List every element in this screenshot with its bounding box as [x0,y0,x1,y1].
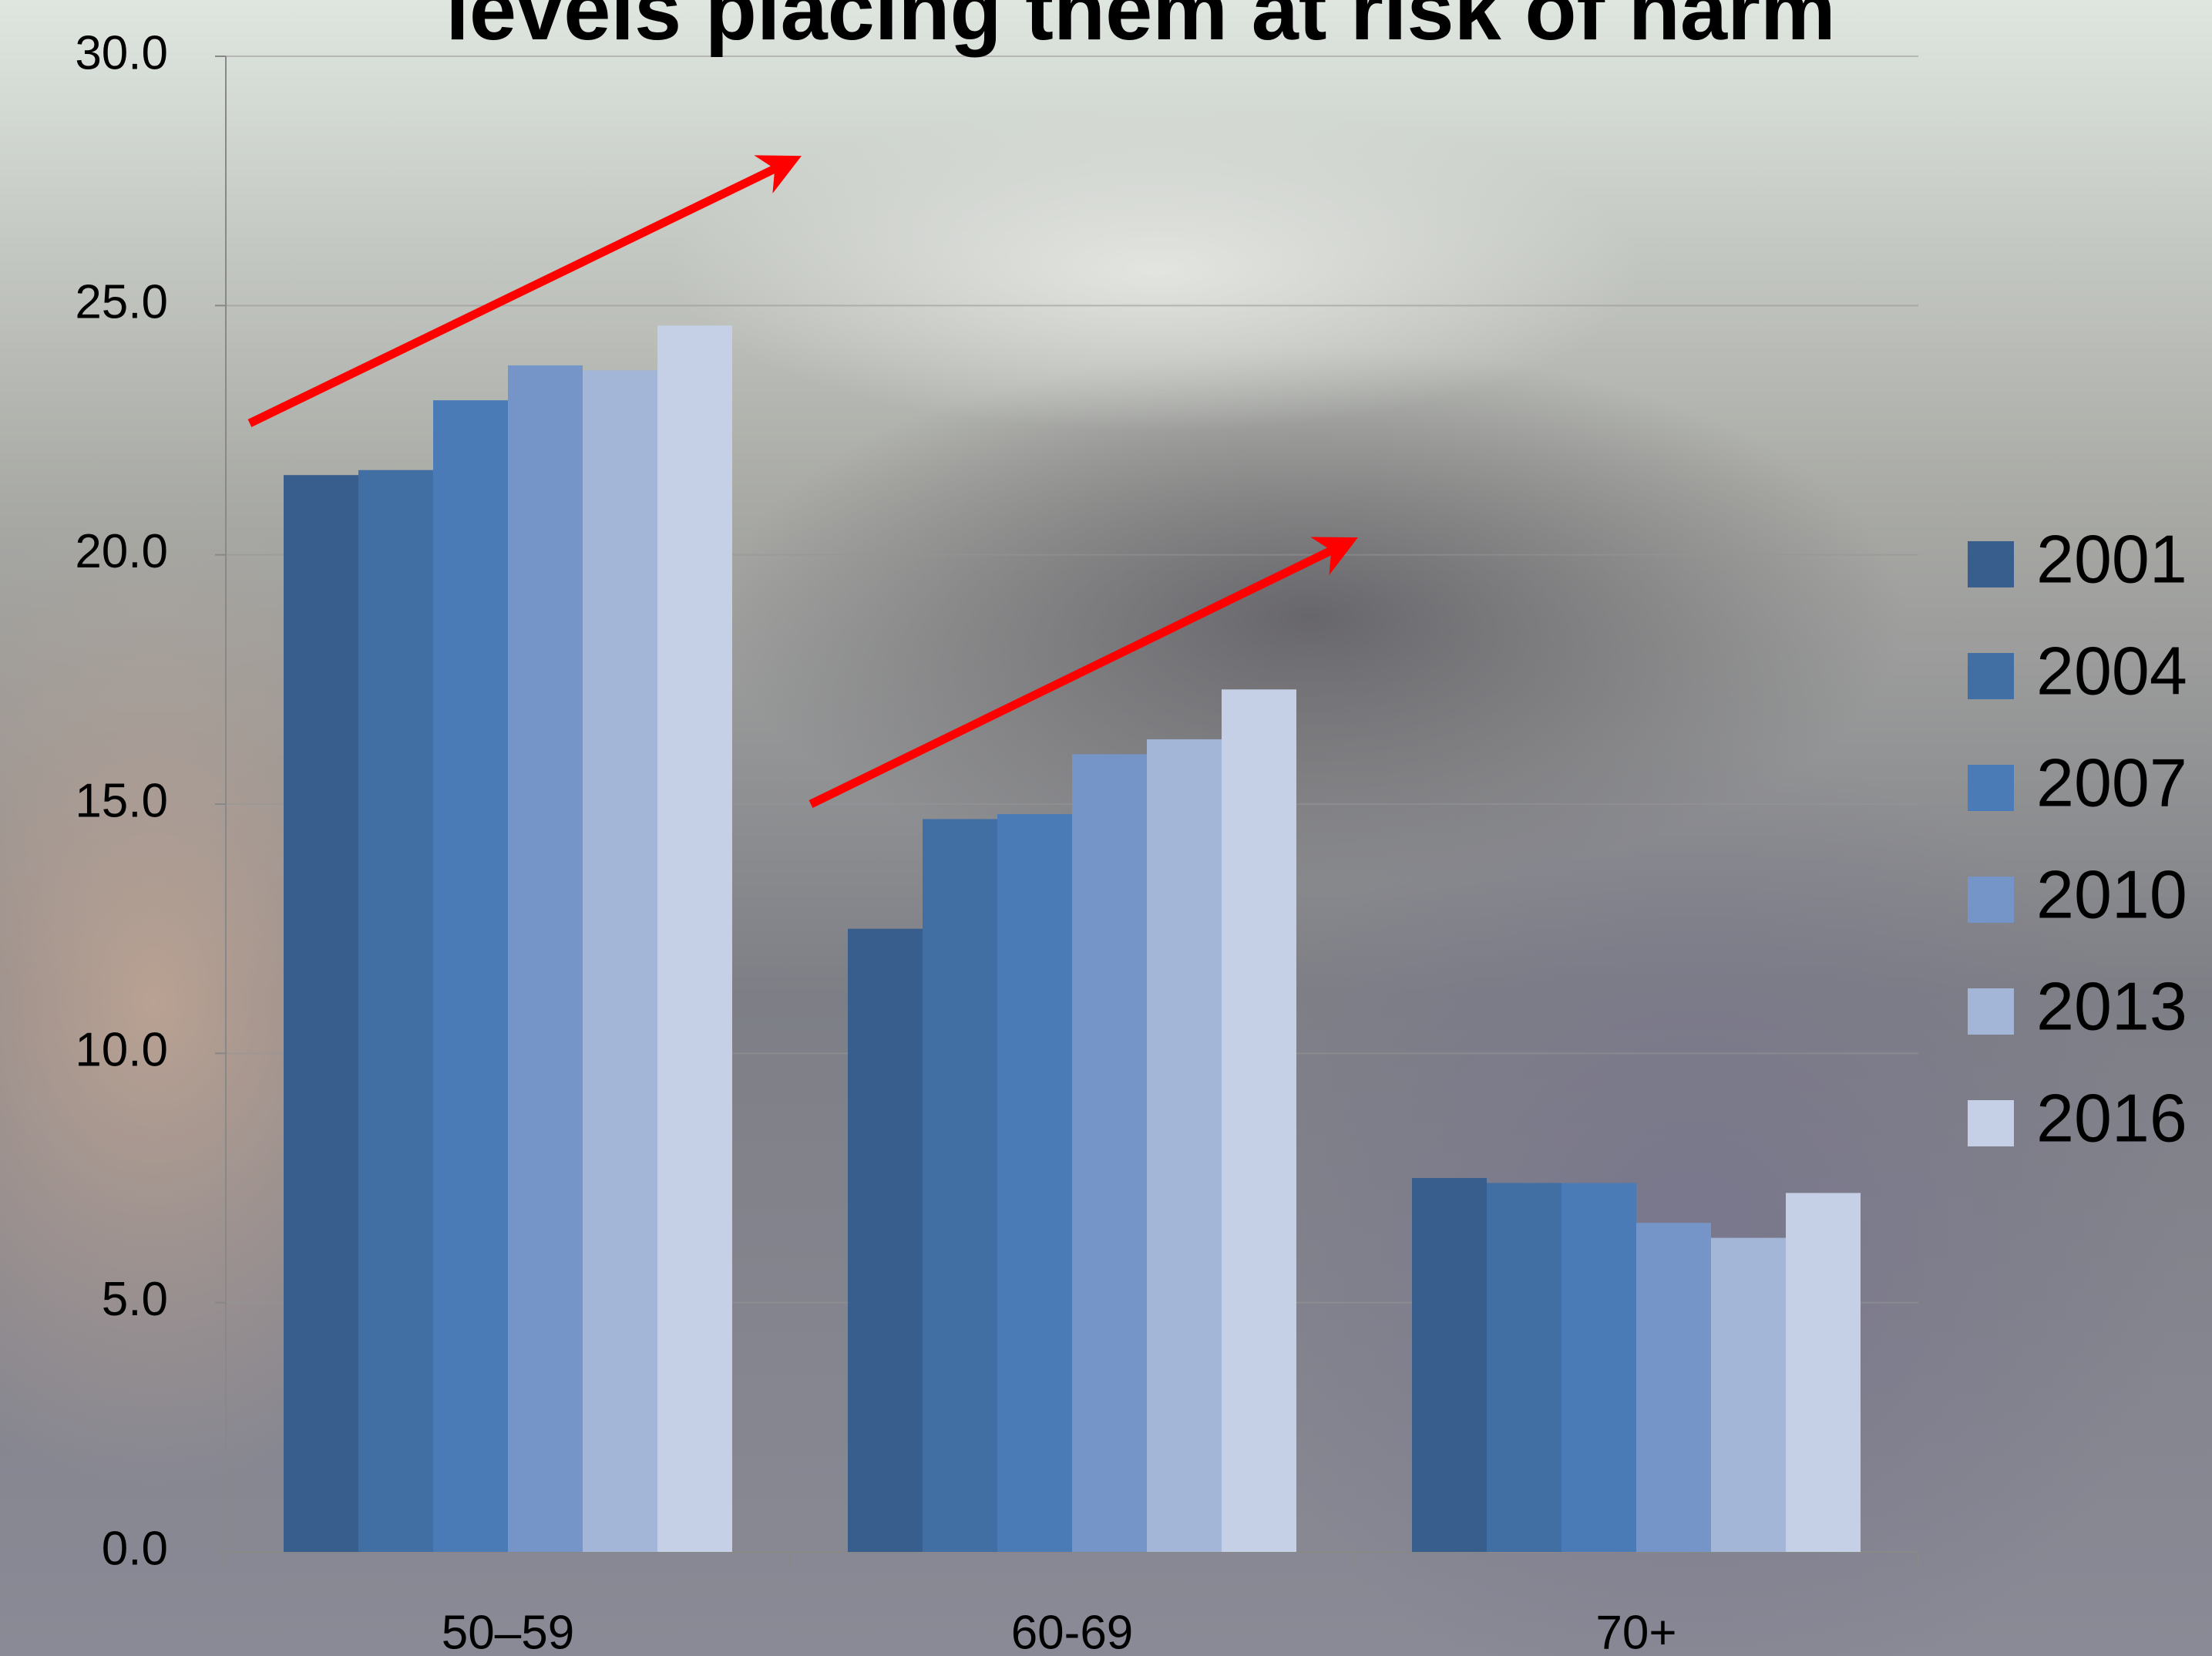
bar [848,928,923,1552]
legend-swatch [1968,988,2014,1035]
bar [284,475,358,1553]
legend-label: 2007 [2036,744,2187,820]
bar [1786,1193,1861,1552]
bar [433,400,508,1553]
bar [1072,754,1147,1553]
bar [1562,1183,1636,1552]
x-tick-label: 60-69 [1011,1606,1134,1656]
bar [657,325,732,1553]
trend-arrow [808,537,1358,808]
chart-title: levels placing them at risk of harm [445,0,1835,58]
x-tick-label: 70+ [1595,1606,1676,1656]
legend-swatch [1968,541,2014,587]
bar [508,365,583,1552]
y-tick-label: 0.0 [102,1522,168,1575]
bar [997,813,1072,1552]
bar [1636,1223,1711,1552]
bar [583,370,657,1552]
x-tick-label: 50–59 [442,1606,574,1656]
bar [1147,739,1222,1552]
trend-arrow [247,155,802,427]
legend-swatch [1968,1100,2014,1146]
legend-swatch [1968,765,2014,811]
bar [923,819,997,1552]
y-tick-label: 30.0 [75,26,168,79]
bar [1412,1178,1487,1552]
y-tick-label: 20.0 [75,525,168,578]
bar [1711,1237,1786,1552]
legend-label: 2010 [2036,856,2187,932]
y-tick-label: 5.0 [102,1273,168,1326]
bar [358,470,433,1552]
legend-label: 2001 [2036,520,2187,597]
bar [1487,1183,1562,1552]
legend-label: 2016 [2036,1079,2187,1156]
legend-swatch [1968,877,2014,923]
y-tick-label: 10.0 [75,1024,168,1077]
legend-swatch [1968,653,2014,699]
bar [1222,689,1296,1553]
y-tick-label: 25.0 [75,276,168,329]
legend-label: 2013 [2036,968,2187,1044]
y-tick-label: 15.0 [75,774,168,827]
legend-label: 2004 [2036,632,2187,709]
